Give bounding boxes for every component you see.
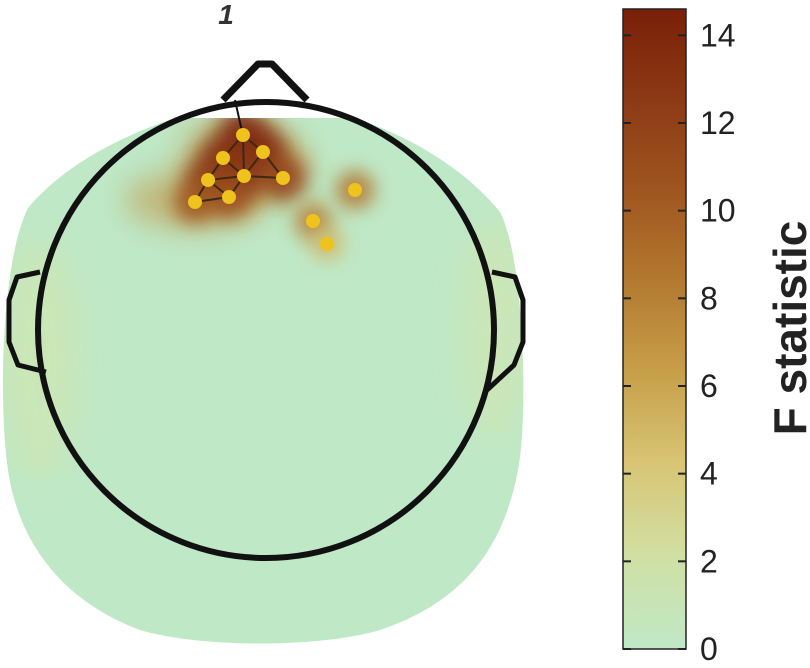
left-ear: [6, 269, 47, 375]
significant-sensors: [188, 128, 362, 251]
sensor-network: [188, 128, 362, 251]
sensor-marker: [320, 237, 334, 251]
head-outline: [6, 60, 526, 561]
sensor-marker: [216, 151, 230, 165]
colorbar-ticks: 0 2 4 6 8 10 12 14: [623, 17, 736, 667]
colorbar: 0 2 4 6 8 10 12 14 F statistic: [622, 8, 810, 667]
right-ear: [485, 269, 526, 392]
colorbar-tick-label: 10: [700, 193, 736, 229]
colorbar-fill: [622, 8, 687, 650]
sensor-marker: [256, 145, 270, 159]
colorbar-tick-label: 0: [700, 631, 718, 667]
colorbar-tick-label: 2: [700, 543, 718, 579]
sensor-marker: [348, 183, 362, 197]
colorbar-label: F statistic: [764, 221, 810, 436]
head-circle: [35, 99, 497, 561]
colorbar-tick-label: 14: [700, 17, 736, 53]
sensor-marker: [237, 169, 251, 183]
colorbar-tick-label: 6: [700, 368, 718, 404]
panel-title: 1: [218, 0, 234, 30]
sensor-marker: [276, 171, 290, 185]
sensor-marker: [188, 195, 202, 209]
sensor-marker: [201, 173, 215, 187]
nose: [220, 60, 310, 103]
scalp-map: [2, 118, 524, 644]
sensor-marker: [306, 214, 320, 228]
colorbar-tick-label: 12: [700, 105, 736, 141]
sensor-marker: [236, 128, 250, 142]
colorbar-tick-label: 8: [700, 280, 718, 316]
colorbar-tick-label: 4: [700, 456, 718, 492]
sensor-marker: [222, 190, 236, 204]
